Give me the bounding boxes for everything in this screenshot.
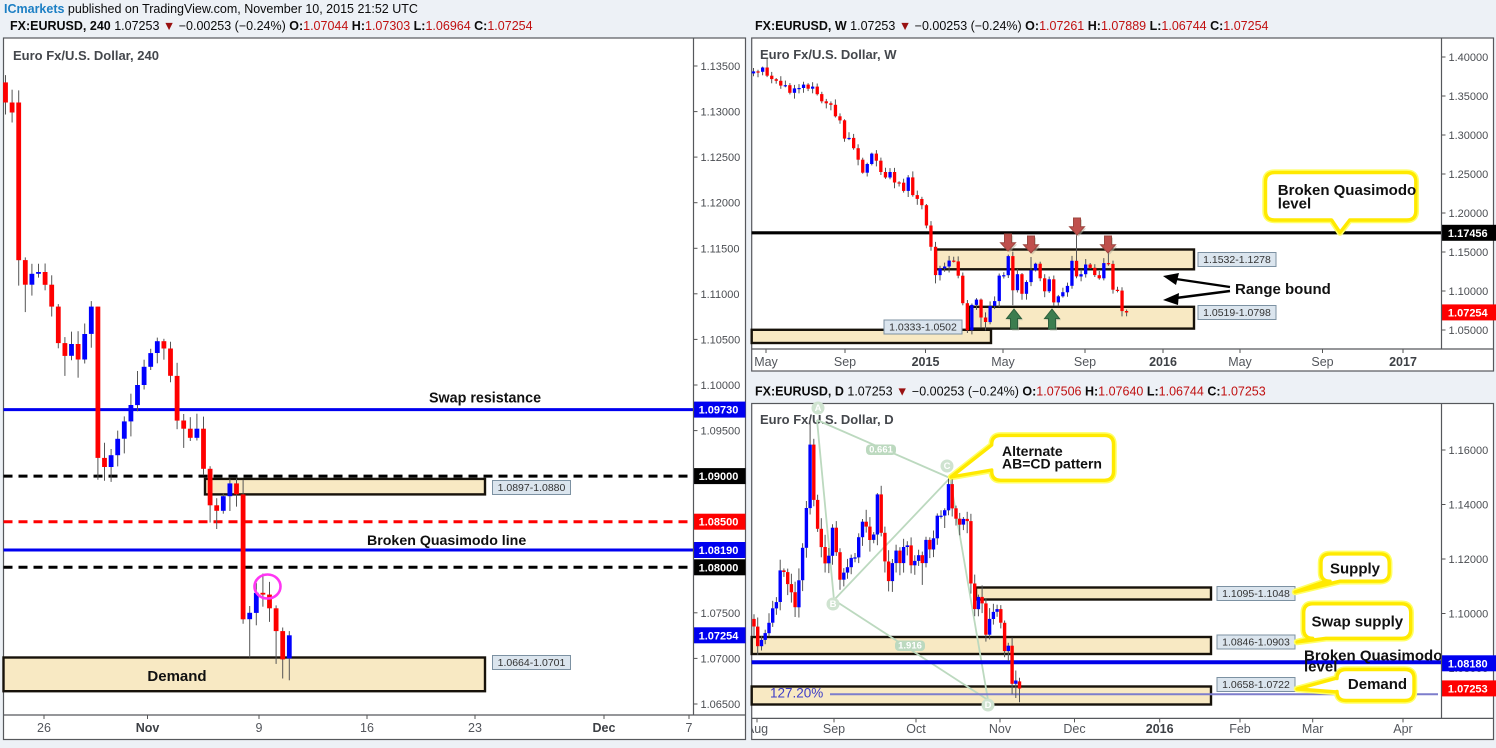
svg-text:1.1095-1.1048: 1.1095-1.1048 [1222,588,1290,600]
svg-text:1.10000: 1.10000 [1449,609,1489,621]
svg-text:1.13500: 1.13500 [701,61,741,73]
svg-text:1.08500: 1.08500 [699,517,739,529]
svg-text:1.13000: 1.13000 [701,107,741,119]
svg-text:FX:EURUSD, 240 1.07253 ▼ −0.00: FX:EURUSD, 240 1.07253 ▼ −0.00253 (−0.24… [10,19,533,33]
svg-text:1.0897-1.0880: 1.0897-1.0880 [498,482,566,494]
svg-text:1.11500: 1.11500 [701,243,740,255]
svg-text:26: 26 [37,721,51,735]
svg-text:Sep: Sep [834,355,856,369]
svg-text:C: C [944,461,951,472]
svg-text:level: level [1278,195,1311,212]
svg-text:Mar: Mar [1302,722,1324,736]
svg-text:1.11000: 1.11000 [701,289,740,301]
svg-text:1.15000: 1.15000 [1449,247,1489,259]
svg-text:1.12500: 1.12500 [701,152,741,164]
svg-text:1.35000: 1.35000 [1449,91,1489,103]
svg-text:1.0664-1.0701: 1.0664-1.0701 [498,657,566,669]
svg-text:Swap resistance: Swap resistance [429,391,541,407]
svg-text:7: 7 [686,721,693,735]
svg-text:Euro Fx/U.S. Dollar, 240: Euro Fx/U.S. Dollar, 240 [13,48,159,63]
svg-text:1.07254: 1.07254 [699,630,740,642]
svg-text:1.05000: 1.05000 [1449,325,1489,337]
svg-text:Apr: Apr [1393,722,1412,736]
svg-text:Sep: Sep [1311,355,1333,369]
svg-text:Broken Quasimodo line: Broken Quasimodo line [367,533,526,549]
svg-text:1.14000: 1.14000 [1449,500,1489,512]
svg-text:D: D [985,700,992,711]
svg-text:1.07253: 1.07253 [1448,683,1488,695]
svg-text:1.1532-1.1278: 1.1532-1.1278 [1203,254,1271,266]
svg-text:Dec: Dec [1063,722,1085,736]
svg-text:Nov: Nov [136,721,160,735]
svg-text:1.916: 1.916 [898,641,922,652]
svg-text:1.08000: 1.08000 [699,562,739,574]
svg-text:Swap supply: Swap supply [1311,614,1403,631]
svg-text:A: A [815,403,822,414]
svg-text:Demand: Demand [1348,676,1407,693]
svg-text:1.10500: 1.10500 [701,334,741,346]
svg-text:2015: 2015 [912,355,940,369]
svg-text:May: May [991,355,1015,369]
svg-text:Dec: Dec [593,721,616,735]
svg-text:1.10000: 1.10000 [701,380,741,392]
svg-text:May: May [754,355,778,369]
svg-text:2016: 2016 [1146,722,1174,736]
svg-text:1.0333-1.0502: 1.0333-1.0502 [889,322,957,334]
svg-text:1.40000: 1.40000 [1449,52,1489,64]
svg-text:B: B [830,599,837,610]
svg-text:0.661: 0.661 [869,445,893,456]
svg-text:level: level [1304,659,1337,676]
svg-text:AB=CD pattern: AB=CD pattern [1002,456,1102,472]
svg-text:1.09000: 1.09000 [699,471,739,483]
svg-text:1.09500: 1.09500 [701,426,741,438]
svg-text:1.08190: 1.08190 [699,545,739,557]
svg-text:Sep: Sep [1074,355,1096,369]
svg-text:FX:EURUSD, W 1.07253 ▼ −0.0025: FX:EURUSD, W 1.07253 ▼ −0.00253 (−0.24%)… [755,19,1269,33]
svg-text:1.07254: 1.07254 [1448,307,1489,319]
svg-text:Euro Fx/U.S. Dollar, W: Euro Fx/U.S. Dollar, W [760,47,897,62]
svg-text:9: 9 [256,721,263,735]
svg-text:FX:EURUSD, D 1.07253 ▼ −0.0025: FX:EURUSD, D 1.07253 ▼ −0.00253 (−0.24%)… [755,385,1266,399]
svg-text:Supply: Supply [1330,561,1381,578]
svg-text:1.07000: 1.07000 [701,653,741,665]
svg-text:1.0658-1.0722: 1.0658-1.0722 [1222,679,1290,691]
svg-text:1.25000: 1.25000 [1449,169,1489,181]
svg-text:1.20000: 1.20000 [1449,208,1489,220]
svg-text:1.17456: 1.17456 [1448,228,1488,240]
svg-text:ICmarkets published on Trading: ICmarkets published on TradingView.com, … [4,2,418,16]
svg-text:1.06500: 1.06500 [701,699,741,711]
svg-text:1.12000: 1.12000 [701,198,741,210]
svg-text:Feb: Feb [1229,722,1251,736]
svg-text:Demand: Demand [147,668,206,685]
svg-text:Range bound: Range bound [1235,281,1331,298]
svg-text:16: 16 [360,721,374,735]
svg-text:2016: 2016 [1149,355,1177,369]
svg-text:Sep: Sep [823,722,845,736]
svg-text:1.0519-1.0798: 1.0519-1.0798 [1203,307,1271,319]
svg-text:Oct: Oct [906,722,926,736]
svg-text:23: 23 [468,721,482,735]
svg-text:1.08180: 1.08180 [1448,658,1488,670]
svg-text:1.09730: 1.09730 [699,405,739,417]
svg-text:1.0846-1.0903: 1.0846-1.0903 [1222,637,1290,649]
svg-text:1.10000: 1.10000 [1449,286,1489,298]
svg-text:1.07500: 1.07500 [701,608,741,620]
svg-text:2017: 2017 [1389,355,1417,369]
svg-text:Aug: Aug [746,722,768,736]
svg-text:May: May [1228,355,1252,369]
svg-text:1.30000: 1.30000 [1449,130,1489,142]
svg-text:1.12000: 1.12000 [1449,554,1489,566]
svg-text:Nov: Nov [989,722,1012,736]
svg-text:1.16000: 1.16000 [1449,445,1489,457]
svg-text:127.20%: 127.20% [770,686,823,701]
